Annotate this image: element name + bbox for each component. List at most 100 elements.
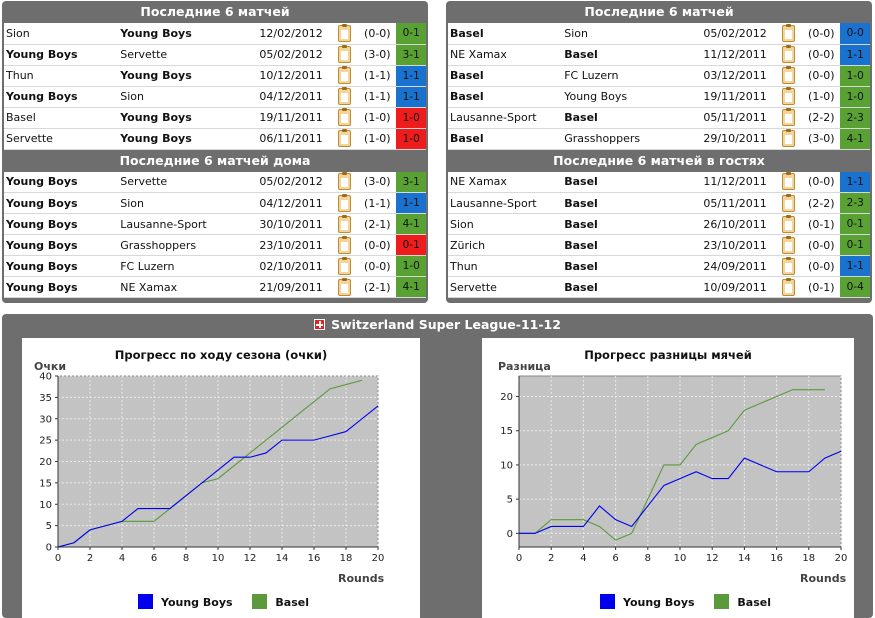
away-team[interactable]: Basel: [562, 255, 677, 277]
clipboard-icon[interactable]: [338, 129, 352, 147]
home-team[interactable]: NE Xamax: [448, 171, 563, 193]
match-report-icon[interactable]: [774, 86, 803, 108]
clipboard-icon[interactable]: [338, 235, 352, 254]
home-team[interactable]: Young Boys: [4, 86, 119, 108]
clipboard-icon[interactable]: [338, 45, 352, 63]
match-report-icon[interactable]: [330, 44, 359, 66]
clipboard-icon[interactable]: [782, 129, 796, 147]
clipboard-icon[interactable]: [338, 193, 352, 212]
match-row[interactable]: Servette Basel 10/09/2011 (0-1) 0-4: [448, 276, 870, 298]
away-team[interactable]: Young Boys: [118, 65, 233, 87]
home-team[interactable]: Zürich: [448, 234, 563, 256]
match-row[interactable]: Young Boys Sion 04/12/2011 (1-1) 1-1: [4, 86, 426, 108]
clipboard-icon[interactable]: [338, 66, 352, 84]
match-row[interactable]: Servette Young Boys 06/11/2011 (1-0) 1-0: [4, 128, 426, 150]
clipboard-icon[interactable]: [782, 214, 796, 233]
home-team[interactable]: Servette: [4, 128, 119, 150]
match-row[interactable]: Young Boys Grasshoppers 23/10/2011 (0-0) 0-1: [4, 234, 426, 256]
match-report-icon[interactable]: [330, 86, 359, 108]
home-team[interactable]: Basel: [448, 128, 563, 150]
away-team[interactable]: Basel: [562, 213, 677, 235]
home-team[interactable]: Servette: [448, 276, 563, 298]
match-report-icon[interactable]: [330, 192, 359, 214]
match-row[interactable]: Young Boys Servette 05/02/2012 (3-0) 3-1: [4, 171, 426, 193]
away-team[interactable]: Servette: [118, 171, 233, 193]
match-row[interactable]: Young Boys Lausanne-Sport 30/10/2011 (2-1) 4…: [4, 213, 426, 235]
clipboard-icon[interactable]: [782, 193, 796, 212]
match-report-icon[interactable]: [330, 234, 359, 256]
clipboard-icon[interactable]: [782, 45, 796, 63]
match-report-icon[interactable]: [330, 107, 359, 129]
home-team[interactable]: Young Boys: [4, 192, 119, 214]
away-team[interactable]: FC Luzern: [118, 255, 233, 277]
home-team[interactable]: Young Boys: [4, 171, 119, 193]
match-row[interactable]: Sion Basel 26/10/2011 (0-1) 0-1: [448, 213, 870, 235]
home-team[interactable]: Basel: [448, 86, 563, 108]
match-row[interactable]: Sion Young Boys 12/02/2012 (0-0) 0-1: [4, 23, 426, 45]
away-team[interactable]: FC Luzern: [562, 65, 677, 87]
clipboard-icon[interactable]: [338, 172, 352, 191]
match-report-icon[interactable]: [774, 128, 803, 150]
match-report-icon[interactable]: [774, 234, 803, 256]
home-team[interactable]: Young Boys: [4, 44, 119, 66]
clipboard-icon[interactable]: [338, 23, 352, 42]
match-report-icon[interactable]: [330, 171, 359, 193]
match-row[interactable]: Young Boys FC Luzern 02/10/2011 (0-0) 1-0: [4, 255, 426, 277]
match-report-icon[interactable]: [774, 276, 803, 298]
clipboard-icon[interactable]: [782, 277, 796, 296]
away-team[interactable]: Sion: [562, 23, 677, 45]
away-team[interactable]: Grasshoppers: [562, 128, 677, 150]
away-team[interactable]: Basel: [562, 276, 677, 298]
match-report-icon[interactable]: [774, 255, 803, 277]
match-row[interactable]: Basel Sion 05/02/2012 (0-0) 0-0: [448, 23, 870, 45]
home-team[interactable]: Young Boys: [4, 276, 119, 298]
away-team[interactable]: NE Xamax: [118, 276, 233, 298]
away-team[interactable]: Basel: [562, 234, 677, 256]
away-team[interactable]: Sion: [118, 192, 233, 214]
away-team[interactable]: Basel: [562, 171, 677, 193]
match-report-icon[interactable]: [330, 276, 359, 298]
home-team[interactable]: Thun: [448, 255, 563, 277]
home-team[interactable]: Young Boys: [4, 234, 119, 256]
match-report-icon[interactable]: [774, 213, 803, 235]
match-report-icon[interactable]: [774, 44, 803, 66]
home-team[interactable]: Young Boys: [4, 213, 119, 235]
clipboard-icon[interactable]: [338, 108, 352, 126]
away-team[interactable]: Lausanne-Sport: [118, 213, 233, 235]
match-row[interactable]: Thun Young Boys 10/12/2011 (1-1) 1-1: [4, 65, 426, 87]
match-row[interactable]: NE Xamax Basel 11/12/2011 (0-0) 1-1: [448, 44, 870, 66]
match-report-icon[interactable]: [330, 255, 359, 277]
home-team[interactable]: Basel: [448, 23, 563, 45]
home-team[interactable]: Sion: [448, 213, 563, 235]
match-report-icon[interactable]: [330, 65, 359, 87]
clipboard-icon[interactable]: [782, 108, 796, 126]
clipboard-icon[interactable]: [782, 235, 796, 254]
clipboard-icon[interactable]: [338, 87, 352, 105]
match-row[interactable]: NE Xamax Basel 11/12/2011 (0-0) 1-1: [448, 171, 870, 193]
match-row[interactable]: Basel FC Luzern 03/12/2011 (0-0) 1-0: [448, 65, 870, 87]
away-team[interactable]: Grasshoppers: [118, 234, 233, 256]
match-row[interactable]: Thun Basel 24/09/2011 (0-0) 1-1: [448, 255, 870, 277]
away-team[interactable]: Sion: [118, 86, 233, 108]
match-row[interactable]: Basel Young Boys 19/11/2011 (1-0) 1-0: [448, 86, 870, 108]
match-row[interactable]: Lausanne-Sport Basel 05/11/2011 (2-2) 2-3: [448, 192, 870, 214]
clipboard-icon[interactable]: [338, 256, 352, 275]
match-report-icon[interactable]: [774, 171, 803, 193]
away-team[interactable]: Young Boys: [118, 107, 233, 129]
home-team[interactable]: Young Boys: [4, 255, 119, 277]
home-team[interactable]: NE Xamax: [448, 44, 563, 66]
match-row[interactable]: Zürich Basel 23/10/2011 (0-0) 0-1: [448, 234, 870, 256]
match-row[interactable]: Young Boys NE Xamax 21/09/2011 (2-1) 4-1: [4, 276, 426, 298]
match-row[interactable]: Young Boys Sion 04/12/2011 (1-1) 1-1: [4, 192, 426, 214]
clipboard-icon[interactable]: [338, 277, 352, 296]
match-row[interactable]: Basel Grasshoppers 29/10/2011 (3-0) 4-1: [448, 128, 870, 150]
match-report-icon[interactable]: [774, 107, 803, 129]
clipboard-icon[interactable]: [782, 172, 796, 191]
clipboard-icon[interactable]: [782, 66, 796, 84]
match-report-icon[interactable]: [330, 213, 359, 235]
away-team[interactable]: Basel: [562, 107, 677, 129]
match-report-icon[interactable]: [774, 23, 803, 45]
away-team[interactable]: Young Boys: [118, 23, 233, 45]
home-team[interactable]: Thun: [4, 65, 119, 87]
match-row[interactable]: Basel Young Boys 19/11/2011 (1-0) 1-0: [4, 107, 426, 129]
